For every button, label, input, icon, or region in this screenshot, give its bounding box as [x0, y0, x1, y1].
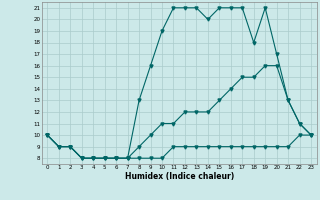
X-axis label: Humidex (Indice chaleur): Humidex (Indice chaleur): [124, 172, 234, 181]
